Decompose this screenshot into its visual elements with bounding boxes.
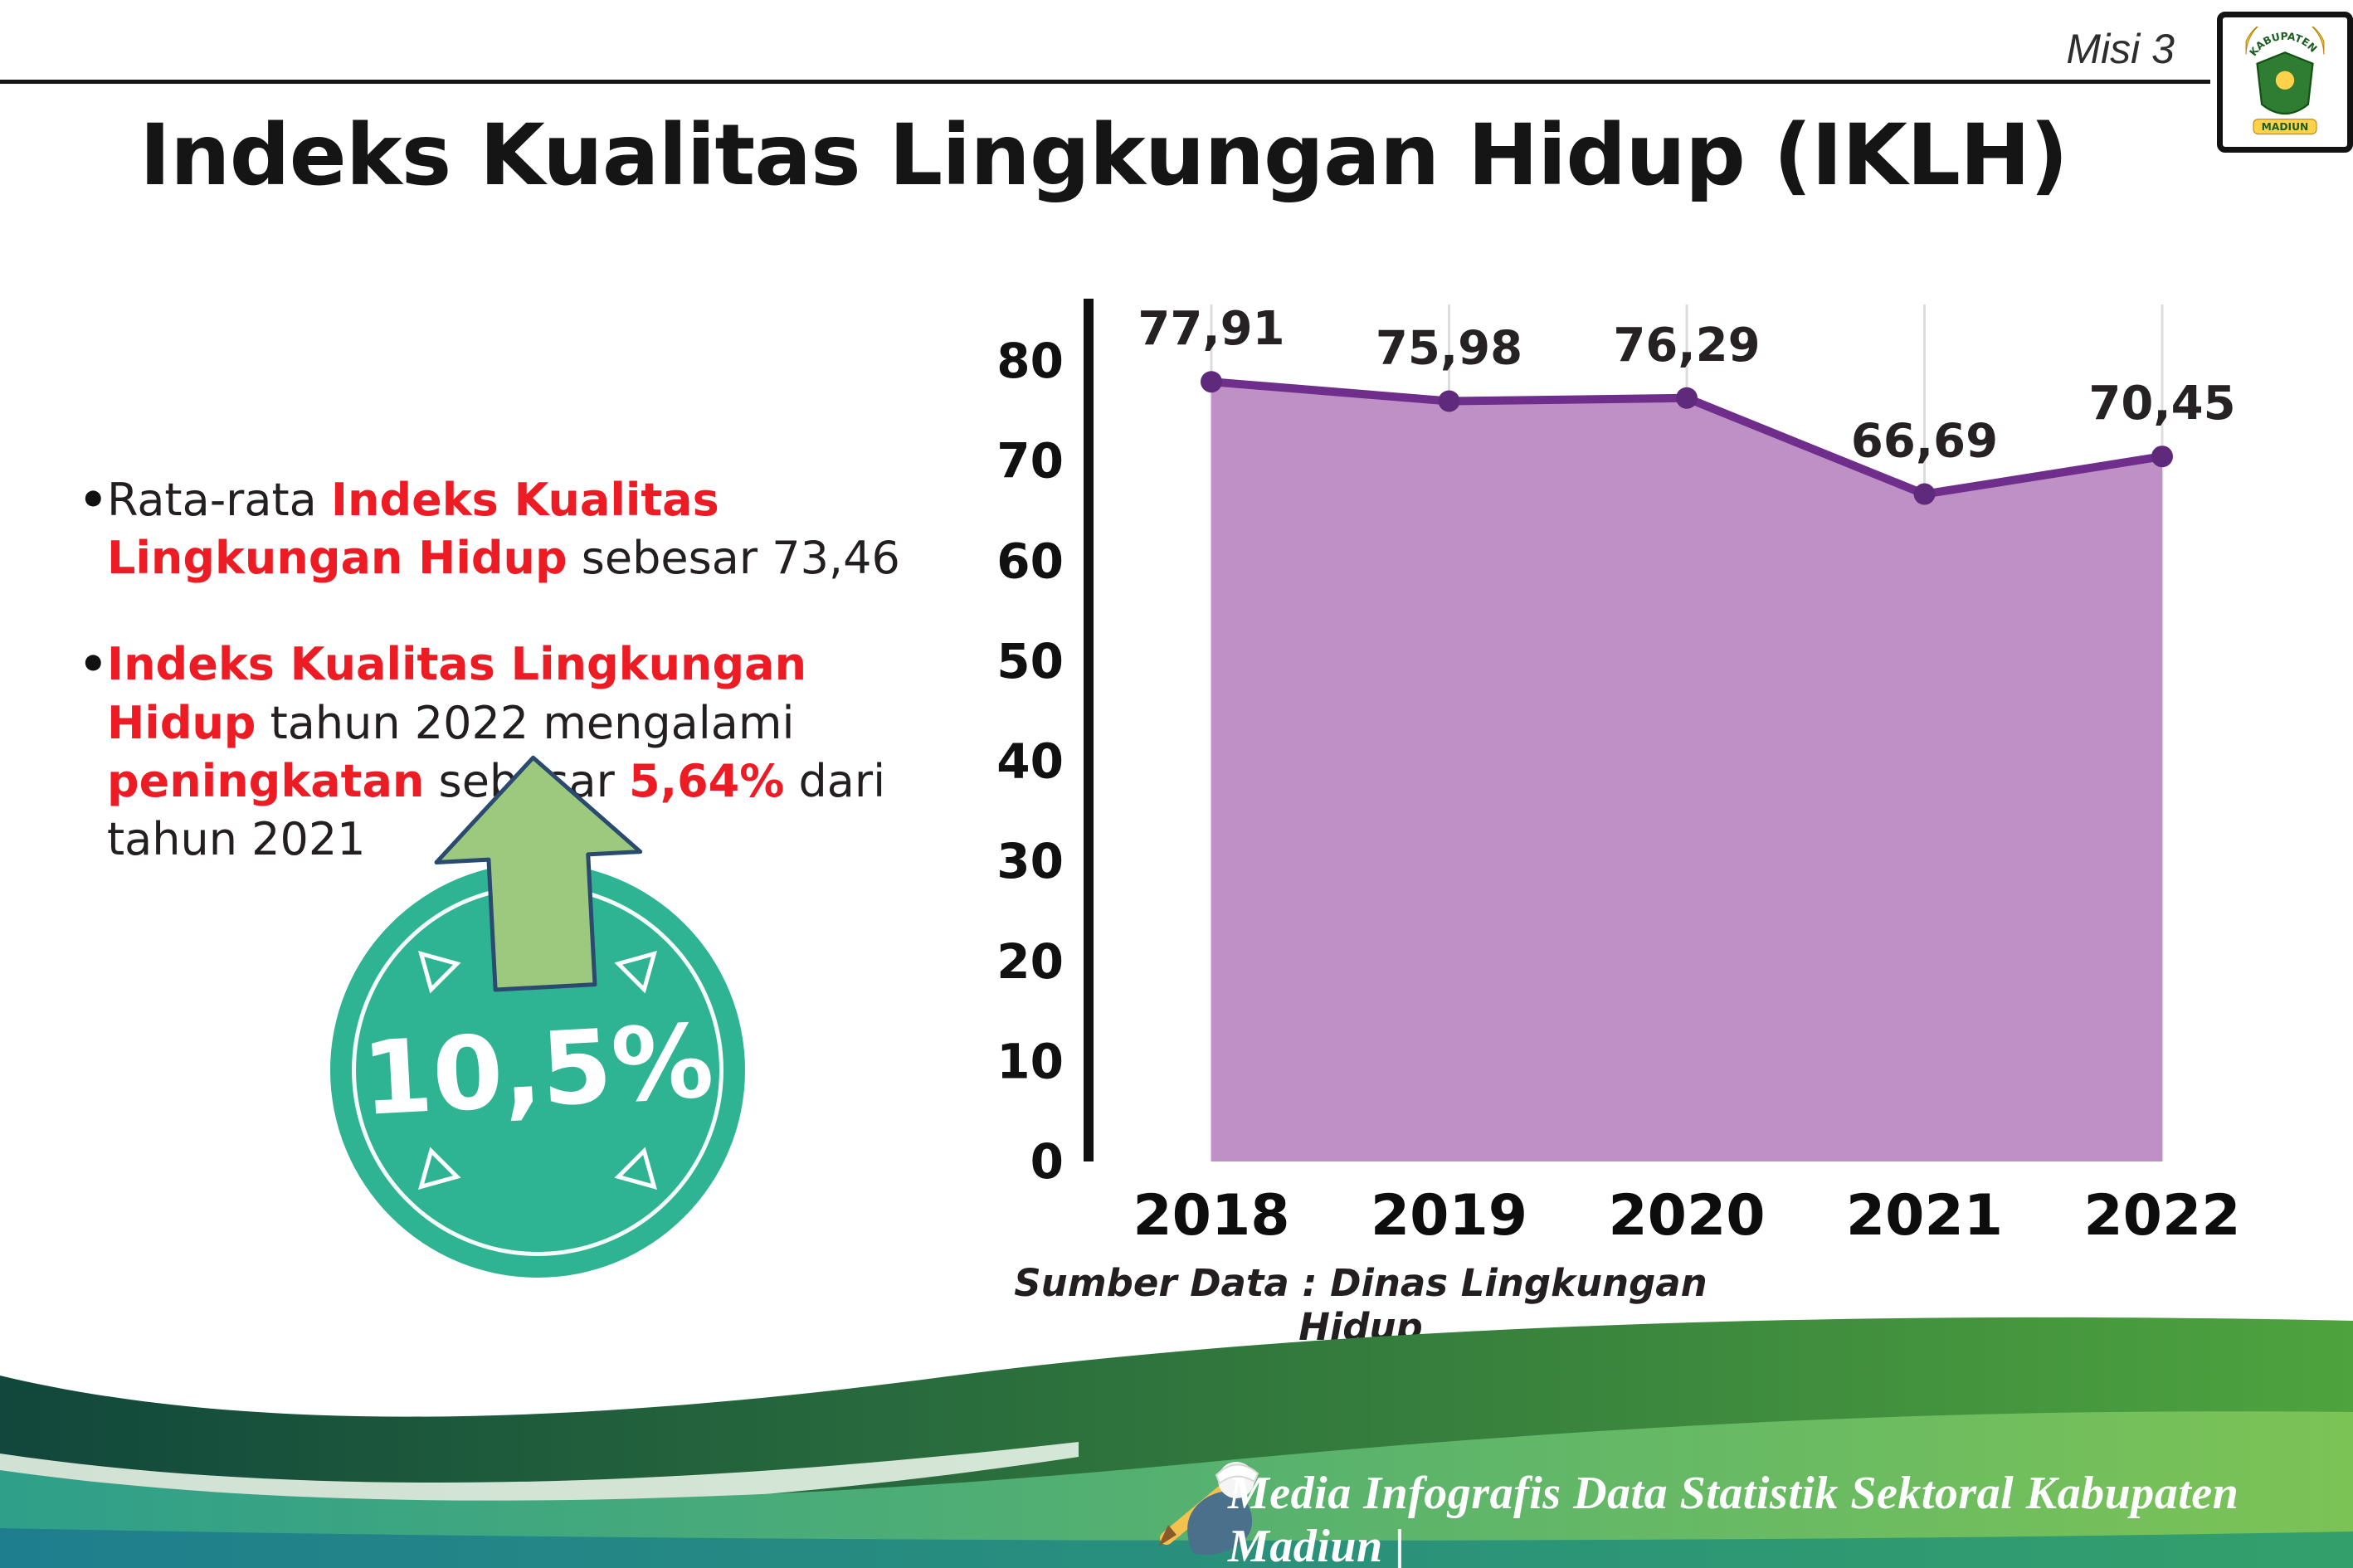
- bullet-segment: 5,64%: [629, 754, 785, 807]
- bullet-segment: Rata-rata: [107, 474, 331, 526]
- data-point: [1676, 387, 1698, 409]
- crest-icon: KABUPATEN MADIUN: [2245, 27, 2325, 135]
- value-label: 70,45: [2088, 377, 2235, 431]
- kabupaten-madiun-logo: KABUPATEN MADIUN: [2217, 12, 2353, 153]
- value-label: 77,91: [1138, 302, 1284, 356]
- writer-mascot-icon: [1158, 1462, 1259, 1555]
- y-tick-label: 0: [1030, 1133, 1064, 1190]
- bullet-segment: Indeks Kualitas Lingkungan Hidup: [107, 474, 719, 585]
- data-point: [1913, 483, 1936, 505]
- data-point: [1438, 390, 1460, 412]
- value-label: 75,98: [1376, 321, 1522, 375]
- footer-waves: [0, 1317, 2353, 1568]
- bullet-segment: Indeks Kualitas Lingkungan Hidup: [107, 638, 807, 749]
- y-tick-label: 40: [996, 733, 1064, 790]
- value-label: 76,29: [1613, 319, 1760, 373]
- y-tick-label: 20: [996, 933, 1064, 990]
- y-tick-label: 30: [996, 833, 1064, 889]
- header-rule: [0, 80, 2210, 84]
- bullet-segment: tahun 2022 mengalami: [256, 696, 795, 749]
- x-tick-label: 2019: [1371, 1183, 1527, 1249]
- y-tick-label: 50: [996, 633, 1064, 689]
- bullet-segment: sebesar 73,46: [567, 532, 900, 585]
- x-tick-label: 2018: [1133, 1183, 1289, 1249]
- area-shape: [1211, 382, 2162, 1161]
- x-tick-label: 2020: [1608, 1183, 1765, 1249]
- data-point: [1201, 371, 1222, 393]
- footer-credit: Media Infografis Data Statistik Sektoral…: [1228, 1468, 2239, 1568]
- y-tick-label: 60: [996, 533, 1064, 589]
- iklh-chart: 0 10 20 30 40 50 60 70 80 77,91 75,98 76,29 66,69 70,…: [962, 282, 2353, 1319]
- y-axis-line: [1084, 299, 1094, 1161]
- x-tick-label: 2021: [1846, 1183, 2003, 1249]
- badge-triangles: [418, 951, 657, 1190]
- misi-label: Misi 3: [2066, 26, 2175, 72]
- logo-bottom-text: MADIUN: [2262, 121, 2309, 133]
- iklh-area-chart: 0 10 20 30 40 50 60 70 80 77,91 75,98 76,29 66,69 70,…: [996, 299, 2241, 1249]
- data-point: [2151, 446, 2173, 468]
- y-tick-label: 70: [996, 433, 1064, 489]
- increase-arrow-icon: [434, 755, 643, 992]
- x-tick-label: 2022: [2083, 1183, 2240, 1249]
- bullet-segment: dari tahun 2021: [107, 754, 886, 865]
- bullet-segment: peningkatan: [107, 754, 425, 807]
- value-label: 66,69: [1851, 415, 1998, 469]
- page-title: Indeks Kualitas Lingkungan Hidup (IKLH): [139, 106, 2068, 205]
- bullet-item: Rata-rata Indeks Kualitas Lingkungan Hid…: [79, 471, 933, 587]
- y-tick-label: 80: [996, 333, 1064, 389]
- y-tick-label: 10: [996, 1033, 1064, 1089]
